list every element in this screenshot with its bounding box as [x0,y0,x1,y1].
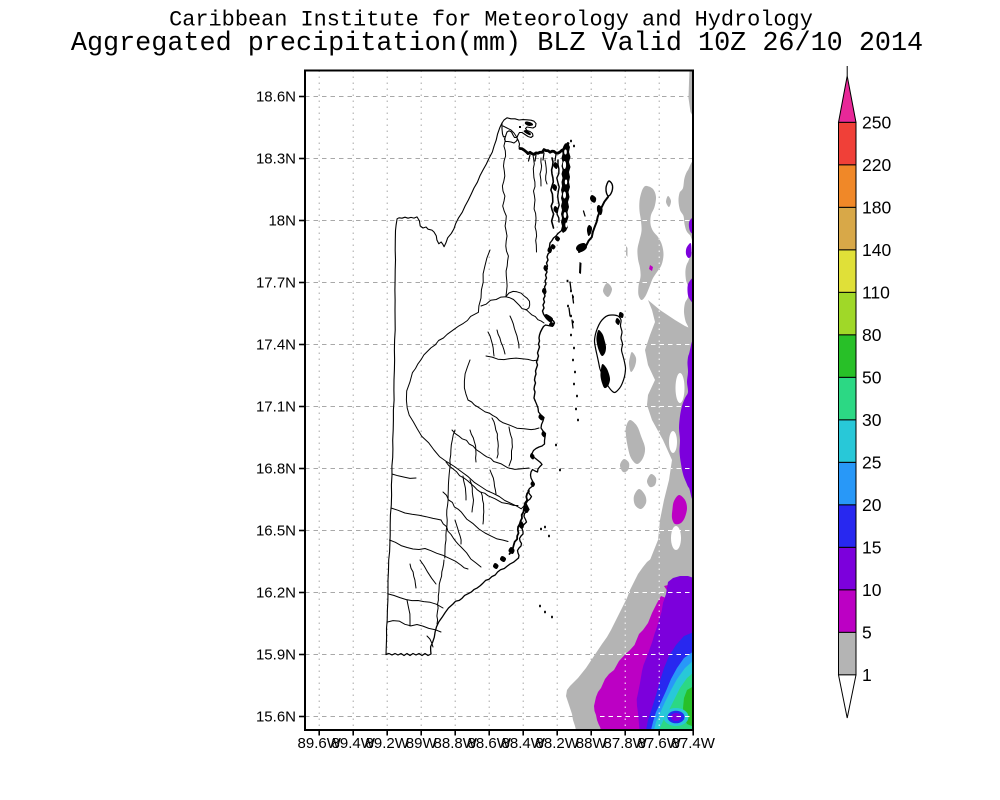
svg-text:110: 110 [862,282,890,302]
svg-text:80: 80 [862,325,882,345]
svg-text:17.1N: 17.1N [256,399,296,416]
svg-text:5: 5 [862,622,872,642]
svg-text:87.4W: 87.4W [672,735,716,752]
svg-text:17.7N: 17.7N [256,275,296,292]
svg-text:88.2W: 88.2W [536,735,580,752]
svg-text:220: 220 [862,155,891,175]
svg-text:Caribbean Institute for Meteor: Caribbean Institute for Meteorology and … [169,8,813,33]
svg-text:89.4W: 89.4W [332,735,376,752]
svg-text:250: 250 [862,112,891,132]
svg-text:18N: 18N [268,213,296,230]
svg-text:16.8N: 16.8N [256,461,296,478]
svg-text:89.2W: 89.2W [366,735,410,752]
svg-text:30: 30 [862,410,882,430]
svg-text:89W: 89W [406,735,438,752]
svg-text:87.6W: 87.6W [638,735,682,752]
svg-text:1: 1 [862,665,872,685]
svg-text:17.4N: 17.4N [256,337,296,354]
svg-text:16.2N: 16.2N [256,585,296,602]
svg-text:15: 15 [862,537,881,557]
svg-text:18.6N: 18.6N [256,89,296,106]
svg-text:88.6W: 88.6W [468,735,512,752]
svg-text:15.9N: 15.9N [256,647,296,664]
svg-text:25: 25 [862,452,881,472]
svg-text:89.6W: 89.6W [298,735,342,752]
svg-text:87.8W: 87.8W [604,735,648,752]
svg-text:16.5N: 16.5N [256,523,296,540]
svg-text:180: 180 [862,197,891,217]
svg-text:50: 50 [862,367,882,387]
svg-text:88.8W: 88.8W [434,735,478,752]
svg-text:18.3N: 18.3N [256,151,296,168]
svg-text:88.4W: 88.4W [502,735,546,752]
svg-text:Aggregated precipitation(mm) B: Aggregated precipitation(mm) BLZ Valid 1… [71,29,923,59]
svg-text:88W: 88W [576,735,608,752]
svg-text:20: 20 [862,495,882,515]
svg-text:10: 10 [862,580,882,600]
svg-text:140: 140 [862,240,891,260]
svg-text:15.6N: 15.6N [256,709,296,726]
